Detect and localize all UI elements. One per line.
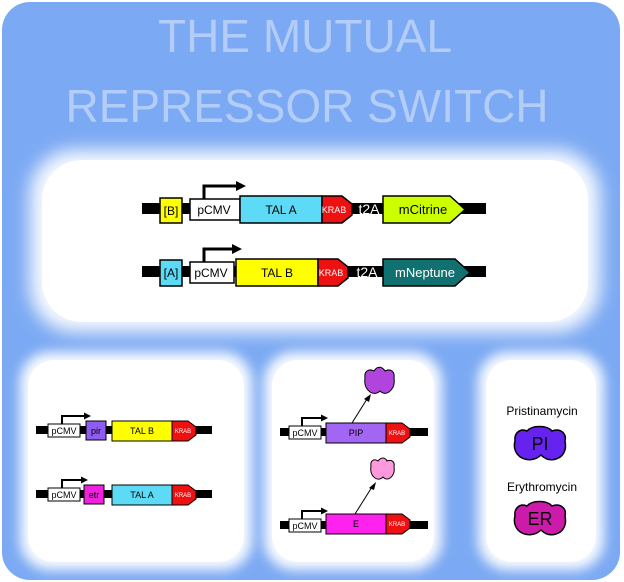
- promoter-box: [47, 487, 81, 502]
- promoter-box: [288, 518, 322, 533]
- operator-a-label: [A]: [164, 266, 179, 280]
- top-construct-1: [B] pCMV TAL A KRAB t2A mCitrine: [142, 181, 486, 224]
- etr-operator: [83, 484, 105, 505]
- promoter-arrow: [61, 415, 84, 424]
- arrowhead: [84, 412, 91, 420]
- promoter-label: pCMV: [51, 426, 76, 436]
- tal-b-label: TAL B: [130, 426, 154, 436]
- tal-a-label: TAL A: [130, 490, 154, 500]
- arrowhead: [321, 507, 328, 515]
- operator-a: [159, 259, 183, 287]
- krab-domain: [385, 513, 411, 535]
- middle-construct-2: pCMV E KRAB: [280, 457, 428, 535]
- middle-panel: [264, 352, 442, 570]
- left-construct-2: pCMV etr TAL A KRAB: [36, 476, 212, 506]
- inducers: Pristinamycin PI Erythromycin ER: [506, 404, 578, 536]
- promoter-arrow: [301, 510, 321, 519]
- pip-protein-icon: [364, 366, 395, 394]
- promoter-arrow: [61, 479, 81, 488]
- krab-domain: [317, 258, 349, 287]
- arrowhead: [321, 414, 328, 422]
- krab-domain: [171, 420, 197, 442]
- krab-label: KRAB: [389, 522, 405, 528]
- etr-label: etr: [89, 490, 100, 500]
- left-construct-1: pCMV pir TAL B KRAB: [36, 412, 212, 442]
- t2a-label: t2A: [356, 264, 378, 280]
- krab-domain: [321, 195, 353, 224]
- tal-b-gene: [235, 258, 319, 287]
- tal-a-gene: [239, 195, 323, 224]
- tal-b-label: TAL B: [261, 266, 293, 280]
- krab-domain: [385, 422, 411, 444]
- pi-label: PI: [531, 434, 548, 454]
- top-panel: [30, 150, 600, 332]
- arrowhead: [232, 244, 242, 254]
- t2a-label: t2A: [358, 201, 380, 217]
- erythromycin-molecule-icon: [513, 500, 567, 536]
- expression-arrow: [351, 398, 368, 424]
- erythromycin-label: Erythromycin: [507, 480, 577, 494]
- mcitrine-label: mCitrine: [399, 202, 447, 217]
- promoter-box: [47, 423, 81, 438]
- krab-label: KRAB: [322, 205, 347, 215]
- arrowhead: [369, 482, 376, 490]
- promoter-label: pCMV: [292, 521, 317, 531]
- krab-label: KRAB: [319, 268, 344, 278]
- krab-domain: [171, 484, 197, 506]
- left-panel: [20, 352, 252, 570]
- krab-label: KRAB: [175, 429, 191, 435]
- mneptune-label: mNeptune: [395, 265, 455, 280]
- er-label: ER: [527, 509, 552, 529]
- mneptune-gene: [382, 258, 472, 287]
- krab-label: KRAB: [175, 493, 191, 499]
- right-panel: [478, 352, 604, 570]
- krab-label: KRAB: [389, 431, 405, 437]
- title-line-2: REPRESSOR SWITCH: [65, 80, 548, 132]
- promoter-label: pCMV: [197, 203, 230, 217]
- e-protein-icon: [370, 457, 395, 480]
- top-construct-2: [A] pCMV TAL B KRAB t2A mNeptune: [142, 244, 486, 287]
- arrowhead: [236, 181, 246, 191]
- promoter-box: [189, 261, 235, 284]
- promoter-arrow: [301, 417, 321, 426]
- operator-b-label: [B]: [164, 204, 179, 218]
- promoter-label: pCMV: [194, 266, 227, 280]
- promoter-arrow: [202, 184, 236, 199]
- arrowhead: [364, 394, 371, 402]
- mcitrine-gene: [382, 195, 467, 224]
- pir-label: pir: [91, 426, 101, 436]
- arrowhead: [81, 476, 88, 484]
- expression-arrow: [354, 486, 373, 515]
- title-line-1: THE MUTUAL: [158, 10, 452, 62]
- pir-operator: [85, 420, 107, 441]
- middle-construct-1: pCMV PIP KRAB: [280, 366, 428, 444]
- promoter-box: [288, 425, 322, 440]
- pip-label: PIP: [349, 428, 364, 438]
- promoter-label: pCMV: [292, 428, 317, 438]
- pristinamycin-molecule-icon: [513, 425, 567, 461]
- promoter-label: pCMV: [51, 490, 76, 500]
- pristinamycin-label: Pristinamycin: [506, 404, 577, 418]
- promoter-arrow: [202, 247, 232, 262]
- tal-a-label: TAL A: [265, 203, 296, 217]
- operator-b: [159, 197, 183, 224]
- e-label: E: [353, 519, 359, 529]
